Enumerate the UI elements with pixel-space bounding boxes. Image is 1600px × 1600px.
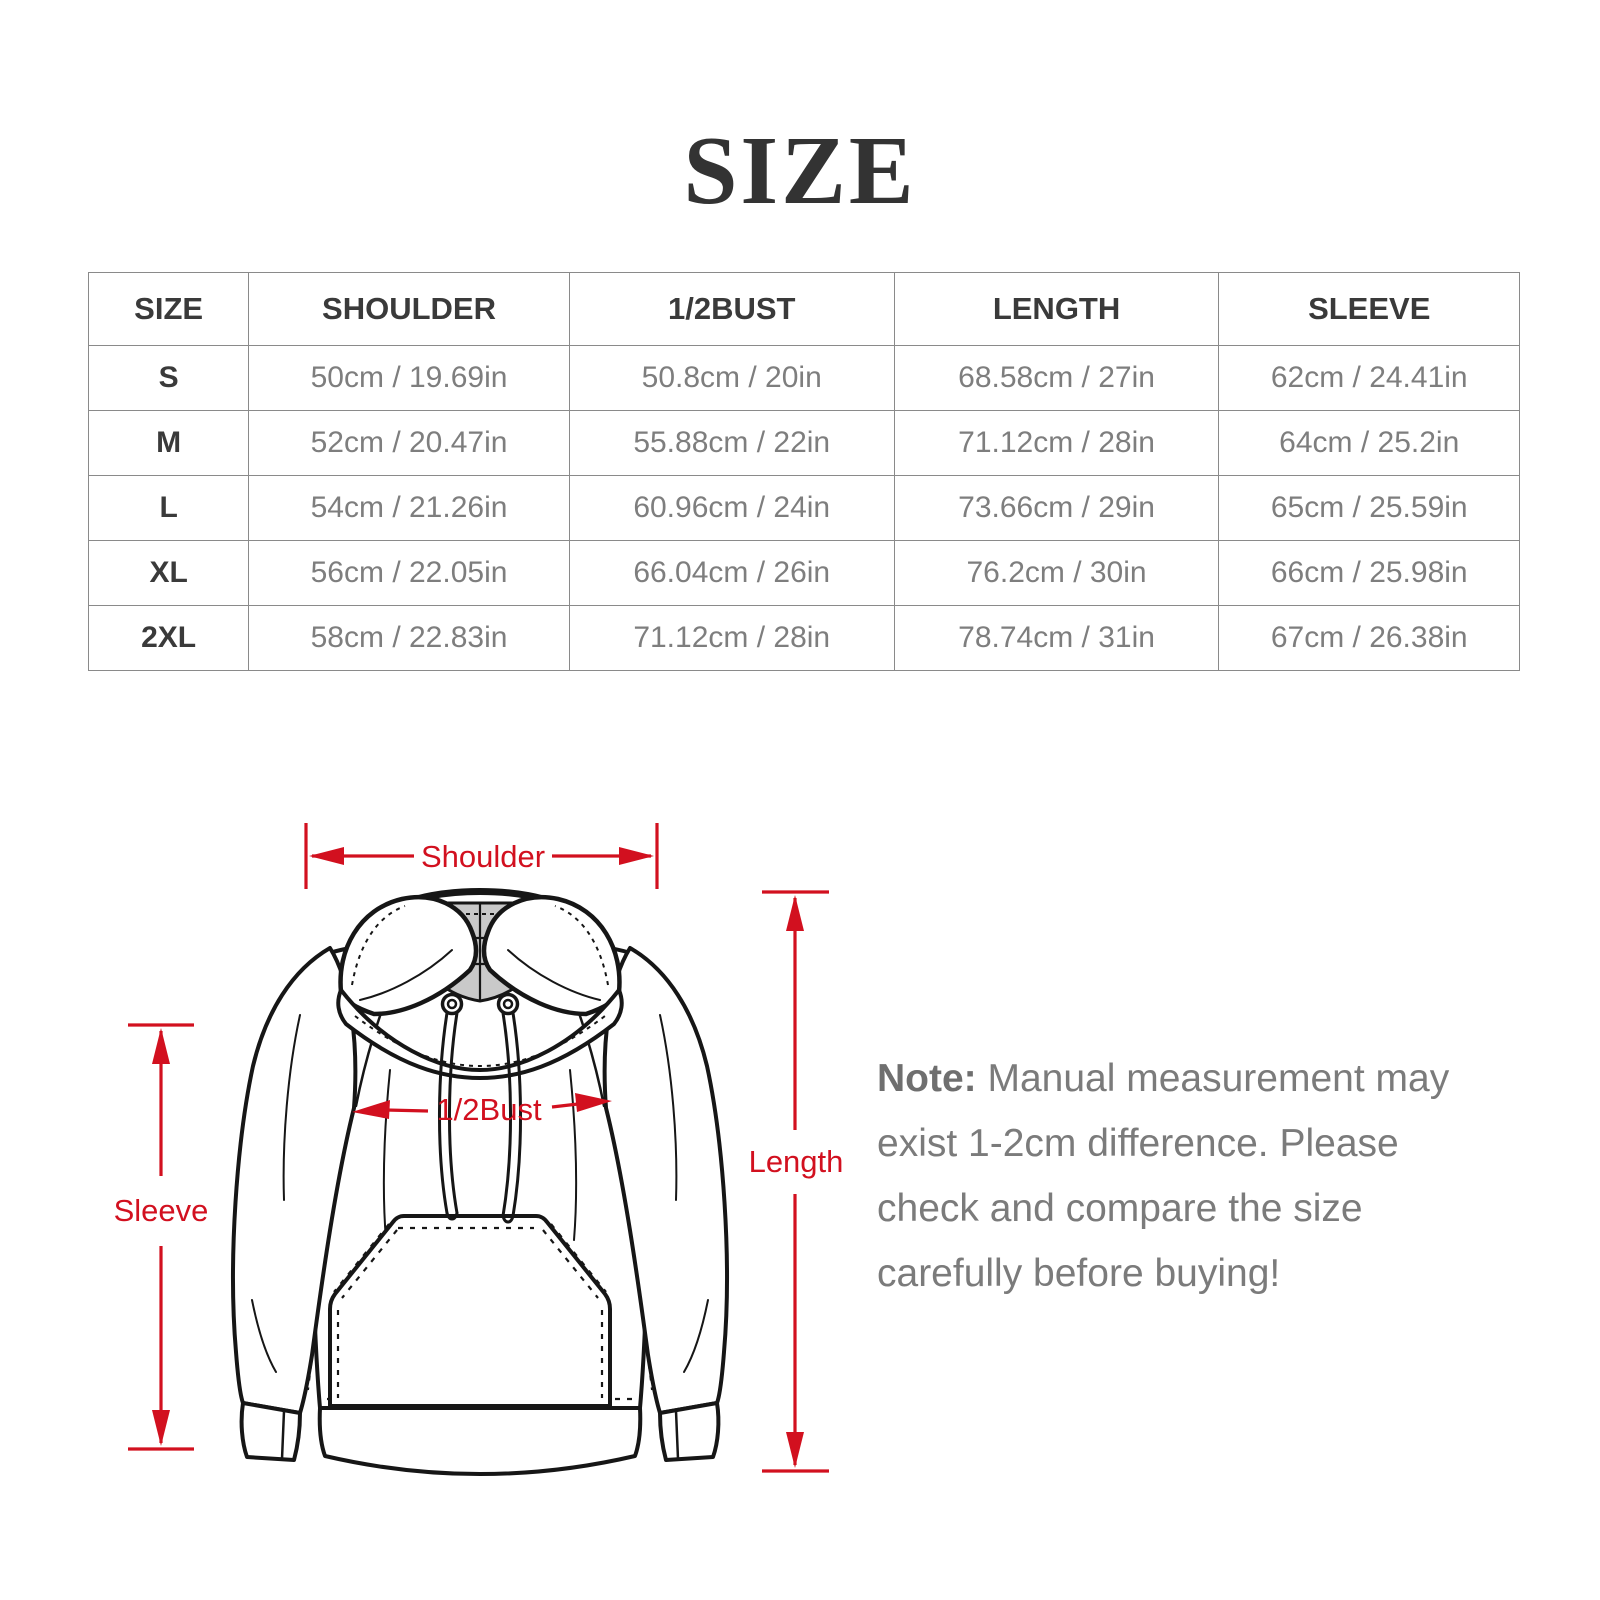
col-header-length: LENGTH bbox=[893, 272, 1220, 346]
table-cell: XL bbox=[87, 540, 250, 606]
table-cell: 60.96cm / 24in bbox=[568, 475, 895, 541]
table-cell: 56cm / 22.05in bbox=[248, 540, 570, 606]
table-cell: 52cm / 20.47in bbox=[248, 410, 570, 476]
table-row: XL 56cm / 22.05in 66.04cm / 26in 76.2cm … bbox=[87, 540, 1520, 606]
hoodie-measurement-diagram: Shoulder 1/2Bust Sleeve bbox=[114, 823, 844, 1476]
table-row: M 52cm / 20.47in 55.88cm / 22in 71.12cm … bbox=[87, 410, 1520, 476]
length-measure-label: Length bbox=[749, 1144, 844, 1179]
table-cell: 64cm / 25.2in bbox=[1218, 410, 1520, 476]
table-cell: 68.58cm / 27in bbox=[893, 345, 1220, 411]
size-table: SIZE SHOULDER 1/2BUST LENGTH SLEEVE S 50… bbox=[87, 272, 1520, 671]
col-header-size: SIZE bbox=[87, 272, 250, 346]
table-cell: 66.04cm / 26in bbox=[568, 540, 895, 606]
table-cell: L bbox=[87, 475, 250, 541]
sleeve-measure-arrow: Sleeve bbox=[114, 1023, 209, 1451]
col-header-sleeve: SLEEVE bbox=[1218, 272, 1520, 346]
shoulder-measure-label: Shoulder bbox=[421, 839, 545, 874]
table-cell: 50.8cm / 20in bbox=[568, 345, 895, 411]
table-cell: S bbox=[87, 345, 250, 411]
measurement-note: Note: Manual measurement may exist 1-2cm… bbox=[877, 1046, 1477, 1307]
length-measure-arrow: Length bbox=[749, 890, 844, 1473]
col-header-shoulder: SHOULDER bbox=[248, 272, 570, 346]
table-cell: 65cm / 25.59in bbox=[1218, 475, 1520, 541]
table-cell: 54cm / 21.26in bbox=[248, 475, 570, 541]
table-cell: 58cm / 22.83in bbox=[248, 605, 570, 671]
sleeve-measure-label: Sleeve bbox=[114, 1193, 209, 1228]
table-cell: M bbox=[87, 410, 250, 476]
half-bust-measure-arrow: 1/2Bust bbox=[352, 1092, 612, 1127]
table-cell: 50cm / 19.69in bbox=[248, 345, 570, 411]
shoulder-measure-arrow: Shoulder bbox=[304, 823, 659, 889]
measurement-annotations: Shoulder 1/2Bust Sleeve bbox=[114, 823, 844, 1473]
page-title: SIZE bbox=[683, 117, 917, 224]
note-text: Manual measurement may exist 1-2cm diffe… bbox=[877, 1057, 1450, 1296]
table-cell: 62cm / 24.41in bbox=[1218, 345, 1520, 411]
note-label: Note: bbox=[877, 1057, 977, 1100]
table-row: L 54cm / 21.26in 60.96cm / 24in 73.66cm … bbox=[87, 475, 1520, 541]
table-row: 2XL 58cm / 22.83in 71.12cm / 28in 78.74c… bbox=[87, 605, 1520, 671]
col-header-halfbust: 1/2BUST bbox=[568, 272, 895, 346]
table-cell: 2XL bbox=[87, 605, 250, 671]
table-cell: 66cm / 25.98in bbox=[1218, 540, 1520, 606]
table-cell: 67cm / 26.38in bbox=[1218, 605, 1520, 671]
hoodie-illustration bbox=[231, 888, 729, 1476]
table-cell: 71.12cm / 28in bbox=[568, 605, 895, 671]
table-header-row: SIZE SHOULDER 1/2BUST LENGTH SLEEVE bbox=[87, 272, 1520, 346]
table-cell: 71.12cm / 28in bbox=[893, 410, 1220, 476]
table-cell: 73.66cm / 29in bbox=[893, 475, 1220, 541]
table-cell: 78.74cm / 31in bbox=[893, 605, 1220, 671]
half-bust-measure-label: 1/2Bust bbox=[436, 1092, 542, 1127]
table-row: S 50cm / 19.69in 50.8cm / 20in 68.58cm /… bbox=[87, 345, 1520, 411]
table-cell: 55.88cm / 22in bbox=[568, 410, 895, 476]
table-cell: 76.2cm / 30in bbox=[893, 540, 1220, 606]
